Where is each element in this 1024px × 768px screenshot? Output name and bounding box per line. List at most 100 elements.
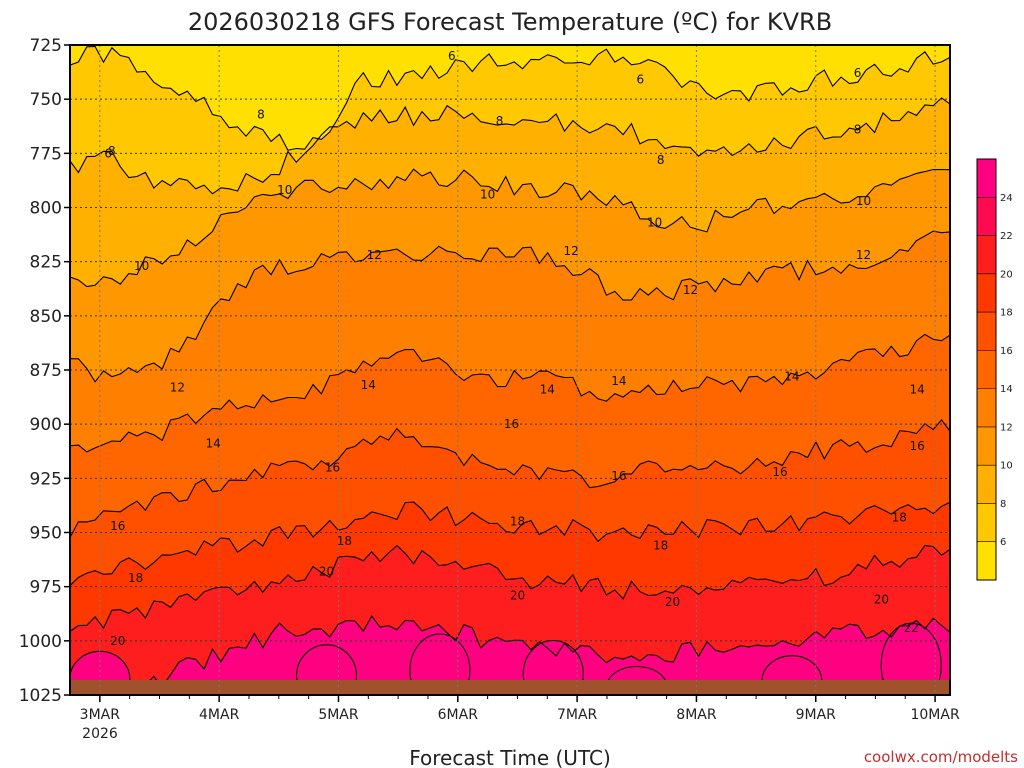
colorbar-label: 22 xyxy=(1000,231,1013,242)
colorbar-swatch xyxy=(977,541,996,581)
y-tick-label: 825 xyxy=(30,253,62,273)
isotherm-12 xyxy=(70,230,950,383)
contour-label: 8 xyxy=(257,107,265,121)
colorbar-label: 18 xyxy=(1000,308,1013,319)
contour-label: 22 xyxy=(904,621,919,635)
contour-label: 14 xyxy=(611,374,626,388)
x-tick-label: 5MAR xyxy=(318,707,359,723)
contour-label: 18 xyxy=(510,515,525,529)
y-tick-label: 875 xyxy=(30,361,62,381)
colorbar-label: 10 xyxy=(1000,461,1013,472)
ground-strip xyxy=(70,680,950,695)
contour-label: 12 xyxy=(170,380,185,394)
x-axis: 3MAR 4MAR 5MAR 6MAR 7MAR 8MAR 9MAR 10MAR xyxy=(80,695,960,723)
contour-label: 12 xyxy=(856,248,871,262)
colorbar-label: 14 xyxy=(1000,384,1013,395)
colorbar-swatch xyxy=(977,350,996,390)
y-tick-label: 725 xyxy=(30,36,62,56)
contour-label: 16 xyxy=(772,465,787,479)
colorbar-label: 16 xyxy=(1000,346,1013,357)
contour-label: 20 xyxy=(874,593,889,607)
contour-label: 16 xyxy=(611,469,626,483)
y-tick-label: 800 xyxy=(30,199,62,219)
contour-label: 10 xyxy=(480,188,495,202)
y-tick-label: 775 xyxy=(30,144,62,164)
contour-label: 18 xyxy=(128,571,143,585)
contour-label: 20 xyxy=(319,565,334,579)
isotherm-8 xyxy=(70,97,950,195)
colorbar-swatch xyxy=(977,465,996,504)
contour-label: 8 xyxy=(108,144,116,158)
y-tick-label: 1025 xyxy=(19,686,62,706)
colorbar-swatch xyxy=(977,426,996,466)
warm-pocket xyxy=(409,633,471,695)
contour-label: 10 xyxy=(277,183,292,197)
contour-label: 14 xyxy=(910,383,925,397)
contour-label: 6 xyxy=(854,66,862,80)
contour-label: 18 xyxy=(337,534,352,548)
y-tick-label: 925 xyxy=(30,469,62,489)
y-tick-label: 975 xyxy=(30,578,62,598)
contour-label: 18 xyxy=(653,539,668,553)
x-tick-label: 9MAR xyxy=(796,707,837,723)
contour-label: 10 xyxy=(647,216,662,230)
contour-label: 6 xyxy=(637,73,645,87)
isotherm-6 xyxy=(70,45,950,151)
chart-title: 2026030218 GFS Forecast Temperature (ºC)… xyxy=(188,8,832,36)
x-tick-label: 10MAR xyxy=(910,707,959,723)
isotherm-14 xyxy=(70,333,950,453)
colorbar-swatch xyxy=(977,503,996,543)
contour-label: 16 xyxy=(325,461,340,475)
x-tick-label: 8MAR xyxy=(676,707,717,723)
contour-label: 20 xyxy=(110,634,125,648)
isotherm-16 xyxy=(70,419,950,538)
isotherm-10 xyxy=(70,168,950,288)
contour-label: 8 xyxy=(496,114,504,128)
contour-label: 6 xyxy=(104,146,112,160)
contour-label: 8 xyxy=(854,123,862,137)
y-tick-label: 850 xyxy=(30,307,62,327)
contour-label: 18 xyxy=(892,510,907,524)
contour-label: 14 xyxy=(206,437,221,451)
contour-label: 12 xyxy=(683,283,698,297)
y-tick-label: 750 xyxy=(30,90,62,110)
colorbar-frame xyxy=(976,158,997,581)
x-tick-label: 7MAR xyxy=(557,707,598,723)
contour-label: 20 xyxy=(510,588,525,602)
contour-label: 12 xyxy=(367,248,382,262)
contour-label: 16 xyxy=(910,439,925,453)
contour-label: 10 xyxy=(856,194,871,208)
colorbar-swatch xyxy=(977,235,996,275)
colorbar-label: 12 xyxy=(1000,422,1013,433)
colorbar-swatch xyxy=(977,312,996,351)
contour-label: 16 xyxy=(504,417,519,431)
x-tick-label: 3MAR xyxy=(80,707,121,723)
colorbar-label: 20 xyxy=(1000,269,1013,280)
x-year-label: 2026 xyxy=(82,726,118,742)
contour-label: 16 xyxy=(110,519,125,533)
contour-label: 10 xyxy=(134,259,149,273)
plot-area xyxy=(70,45,950,695)
y-tick-label: 900 xyxy=(30,415,62,435)
contour-label: 20 xyxy=(665,595,680,609)
colorbar-label: 8 xyxy=(1000,499,1006,510)
y-tick-label: 950 xyxy=(30,524,62,544)
contour-label: 12 xyxy=(564,244,579,258)
colorbar-label: 6 xyxy=(1000,537,1006,548)
colorbar-swatch xyxy=(977,197,996,237)
warm-pocket xyxy=(296,644,358,695)
x-tick-label: 4MAR xyxy=(199,707,240,723)
credit-text[interactable]: coolwx.com/modelts xyxy=(864,748,1018,766)
x-tick-label: 6MAR xyxy=(438,707,479,723)
x-axis-title: Forecast Time (UTC) xyxy=(409,746,611,768)
band-fill-6 xyxy=(70,45,950,151)
colorbar-swatch xyxy=(977,273,996,313)
contour-label: 8 xyxy=(657,153,665,167)
contour-label: 14 xyxy=(540,383,555,397)
colorbar: 6 8 10 12 14 16 18 20 22 24 xyxy=(976,158,1013,581)
colorbar-label: 24 xyxy=(1000,193,1013,204)
colorbar-swatch xyxy=(977,388,996,428)
contour-label: 14 xyxy=(784,370,799,384)
